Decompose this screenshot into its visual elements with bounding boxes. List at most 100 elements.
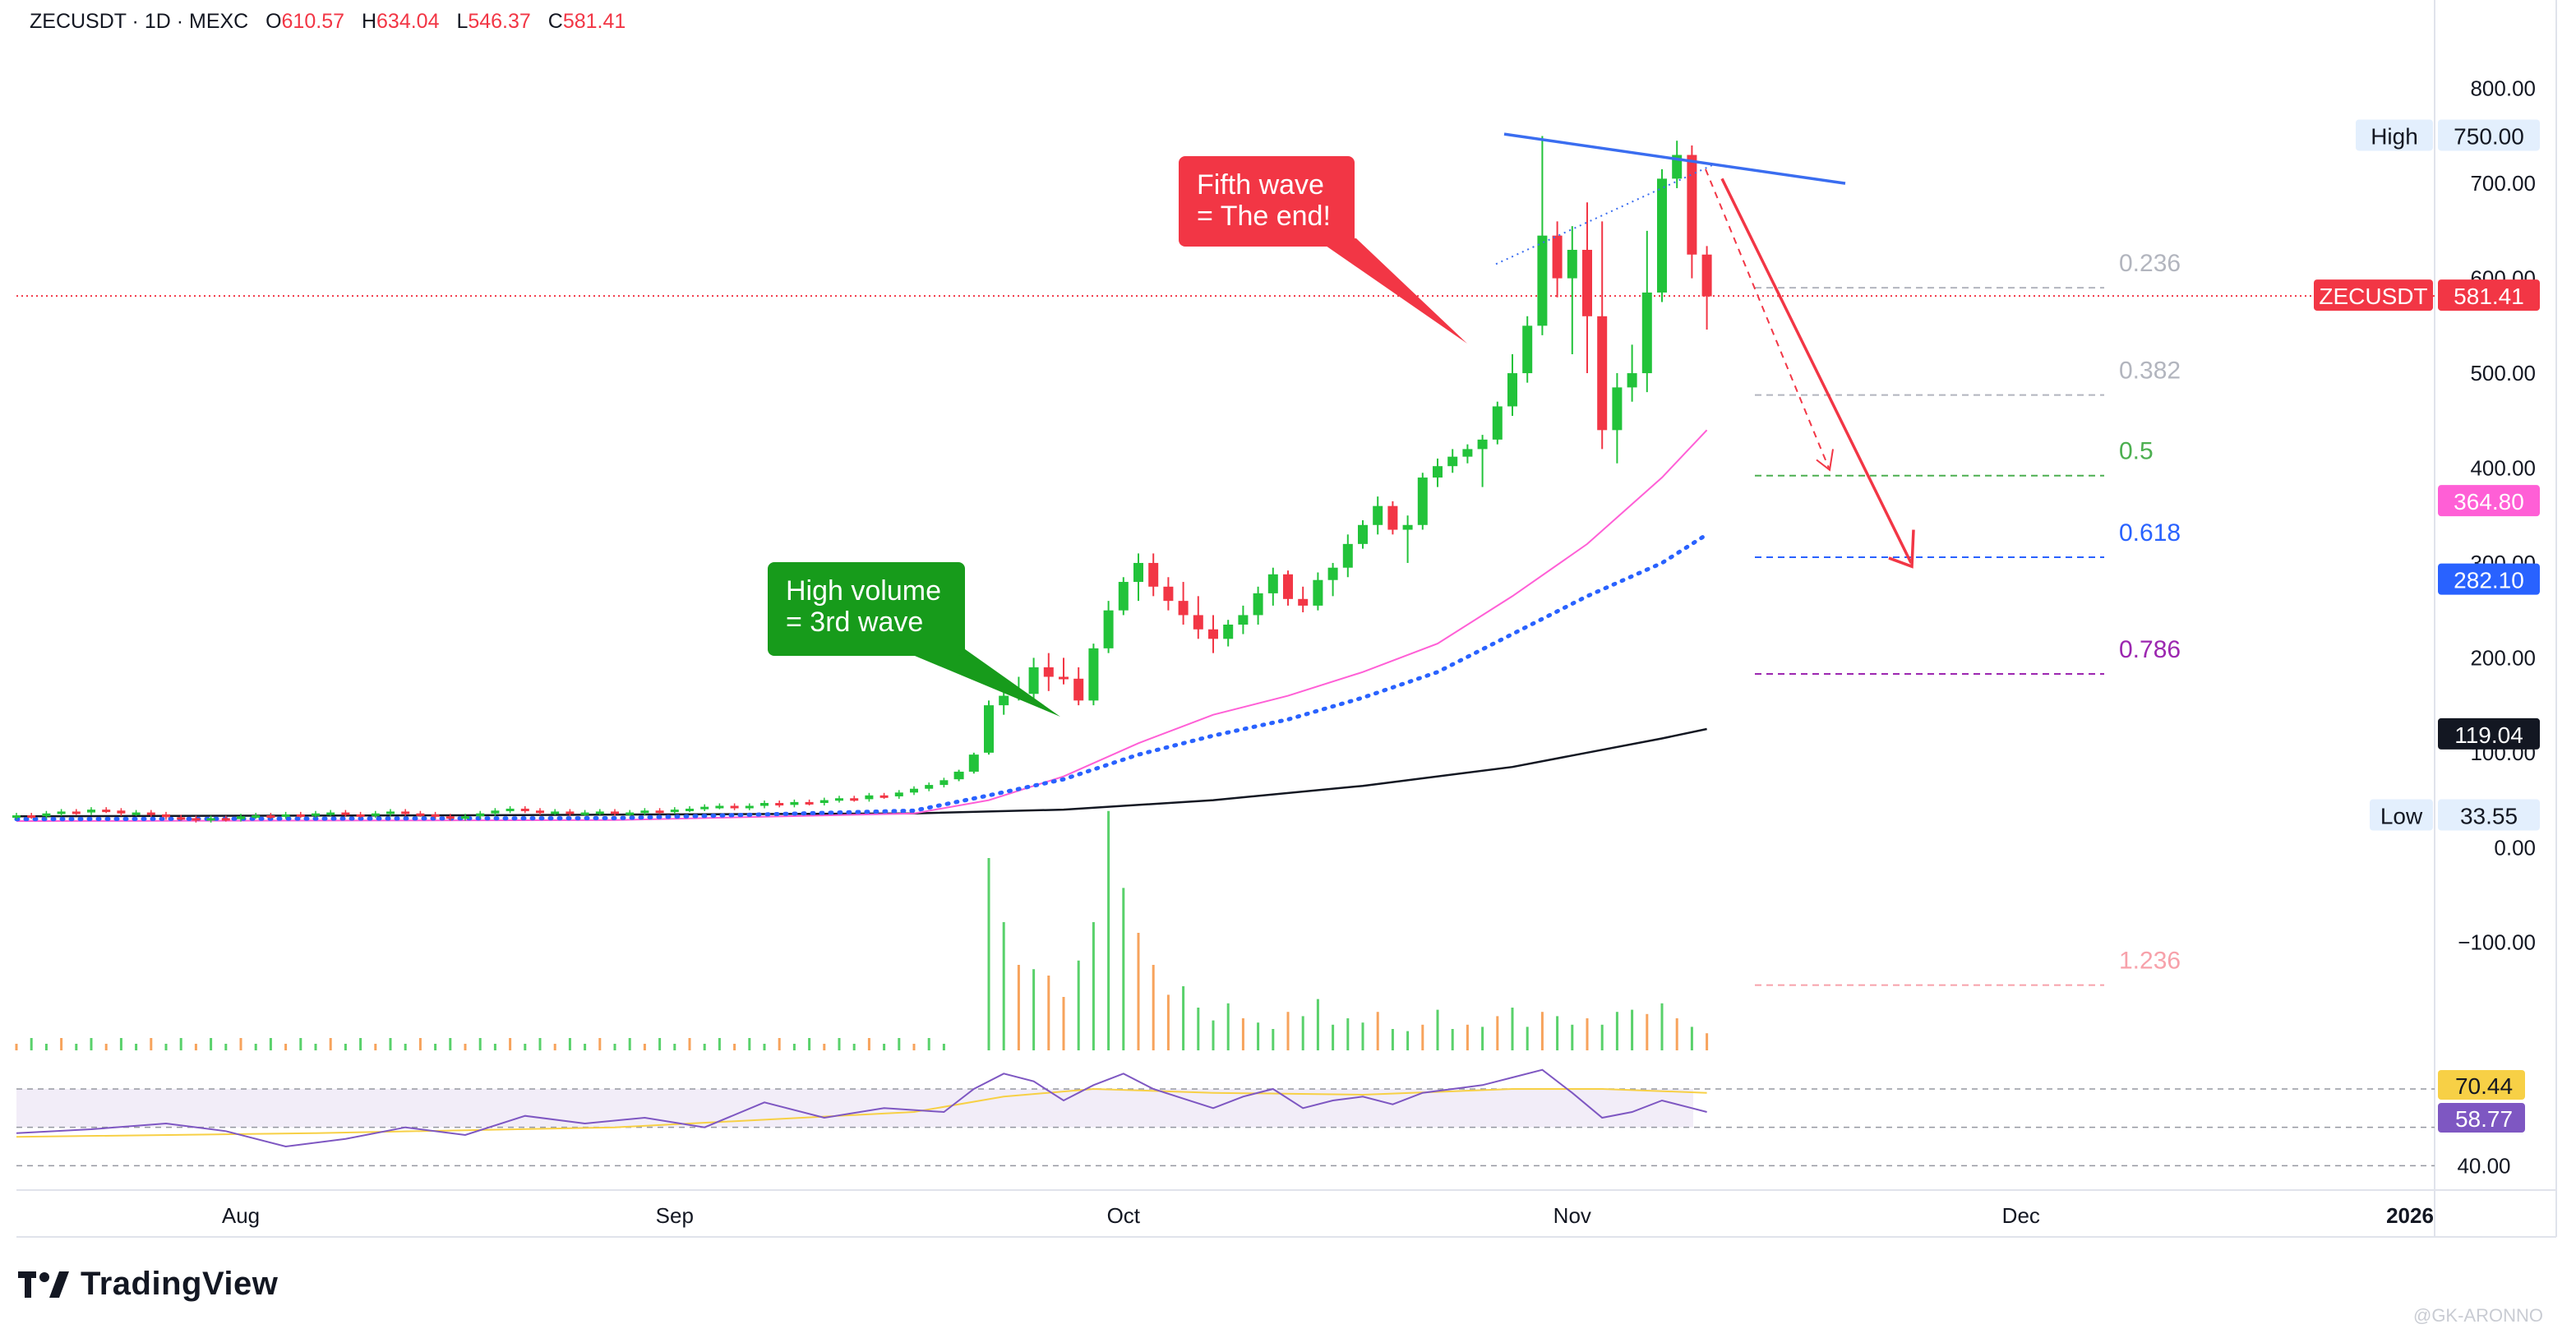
candle-body [1298,598,1309,606]
price-badge-name: High [2371,123,2418,149]
ma200-line [16,727,1707,818]
candle-body [1582,249,1592,316]
projection-arrow-solid[interactable] [1720,178,1913,564]
candle-body [551,811,560,814]
x-tick-label: Sep [656,1203,694,1228]
candle-body [999,695,1009,706]
price-badge-value: 581.41 [2454,284,2524,309]
candle-body [296,814,305,817]
candle-body [42,813,51,817]
candle-body [700,806,709,810]
callout-box[interactable] [1179,156,1355,247]
candle-body [715,805,724,809]
rsi-line [16,1068,1707,1148]
dotted-trendline[interactable] [1495,164,1715,265]
candle-body [1283,574,1293,599]
x-tick-label: Dec [2002,1203,2040,1228]
candle-body [1208,629,1218,639]
fib-level-label: 0.786 [2119,636,2181,663]
projection-arrow-dashed[interactable] [1705,168,1830,468]
candle-body [1313,579,1323,606]
callout-text: High volume [786,575,941,607]
candle-body [1597,316,1608,431]
rsi-level-label: 40.00 [2457,1153,2510,1178]
candle-body [117,810,126,814]
candle-body [326,812,335,815]
tradingview-brand[interactable]: TradingView [18,1266,278,1303]
candle-body [1358,524,1368,544]
price-badge-name: ZECUSDT [2319,284,2427,309]
x-tick-label: Nov [1553,1203,1591,1228]
candle-body [312,813,320,816]
candle-body [595,811,604,814]
rsi-value-label: 70.44 [2455,1073,2513,1099]
candle-body [1522,325,1533,374]
callout-tail [1315,238,1467,344]
candle-body [266,815,275,819]
candle-body [1507,373,1517,407]
candle-body [401,811,410,814]
candle-body [1447,456,1458,467]
low-value: 546.37 [468,10,531,33]
candle-body [476,813,485,817]
candle-body [102,810,111,813]
callout-text: Fifth wave [1197,169,1324,201]
y-tick-label: 500.00 [2470,361,2536,385]
candle-body [1537,235,1548,326]
fib-level-label: 1.236 [2119,948,2181,975]
tradingview-wordmark: TradingView [81,1266,279,1302]
candle-body [237,816,245,819]
candle-body [760,803,769,806]
candle-body [1043,667,1054,677]
y-tick-label: 0.00 [2494,835,2536,860]
candle-body [850,798,859,801]
candle-body [1641,292,1652,374]
author-watermark: @GK-ARONNO [2412,1305,2543,1326]
candle-body [461,816,469,819]
candle-body [1148,562,1159,587]
price-badge-name: Low [2380,804,2423,829]
candle-body [57,811,66,814]
fib-level-label: 0.618 [2119,519,2181,547]
price-badge-name-box [2356,119,2433,151]
price-badge [2438,563,2540,595]
candle-body [1567,249,1577,279]
candle-body [1223,624,1234,639]
y-tick-label: 400.00 [2470,456,2536,481]
candle-body [146,812,155,815]
top-resistance-trendline[interactable] [1503,132,1846,185]
projection-arrowhead-dashed [1816,449,1834,472]
candle-body [611,811,619,814]
close-key: C [547,10,563,33]
candle-body [1267,574,1278,593]
fib-level-label: 0.5 [2119,438,2154,465]
callout-box[interactable] [768,562,965,656]
candle-body [655,810,664,814]
candle-body [491,810,500,814]
candle-body [371,813,380,816]
candle-body [72,811,81,814]
candle-body [132,812,141,815]
y-tick-label: 200.00 [2470,645,2536,670]
x-tick-label: Aug [222,1203,260,1228]
price-badge-value: 33.55 [2460,804,2518,829]
price-badge-value: 364.80 [2454,489,2524,514]
candle-body [281,814,290,817]
low-key: L [456,10,469,33]
rsi-band [16,1089,1693,1128]
tradingview-logo-icon [18,1271,69,1298]
candle-body [775,803,784,806]
candle-body [162,814,170,818]
candle-body [445,816,455,819]
open-value: 610.57 [281,10,344,33]
candle-body [879,795,889,798]
candle-body [686,808,694,811]
candle-body [1672,155,1683,179]
high-value: 634.04 [376,10,440,33]
candle-body [1433,466,1443,478]
callout-tail [879,641,1060,717]
candle-body [1342,543,1353,568]
price-badge-value: 119.04 [2454,722,2523,748]
candle-body [1238,615,1249,625]
